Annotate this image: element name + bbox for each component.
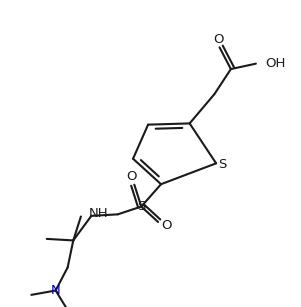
Text: NH: NH xyxy=(89,207,109,220)
Text: S: S xyxy=(219,158,227,171)
Text: O: O xyxy=(161,219,172,231)
Text: O: O xyxy=(126,169,137,183)
Text: N: N xyxy=(51,284,61,297)
Text: S: S xyxy=(137,200,145,213)
Text: OH: OH xyxy=(265,56,286,70)
Text: O: O xyxy=(213,33,223,46)
